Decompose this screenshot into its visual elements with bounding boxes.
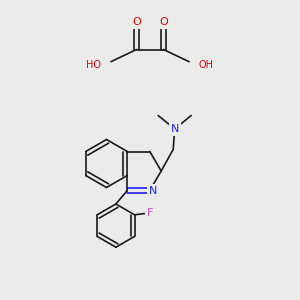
Text: OH: OH <box>199 59 214 70</box>
Text: F: F <box>147 208 153 218</box>
Text: O: O <box>132 17 141 27</box>
Text: O: O <box>159 17 168 27</box>
Text: HO: HO <box>86 59 101 70</box>
Text: N: N <box>148 185 157 196</box>
Text: N: N <box>170 124 179 134</box>
